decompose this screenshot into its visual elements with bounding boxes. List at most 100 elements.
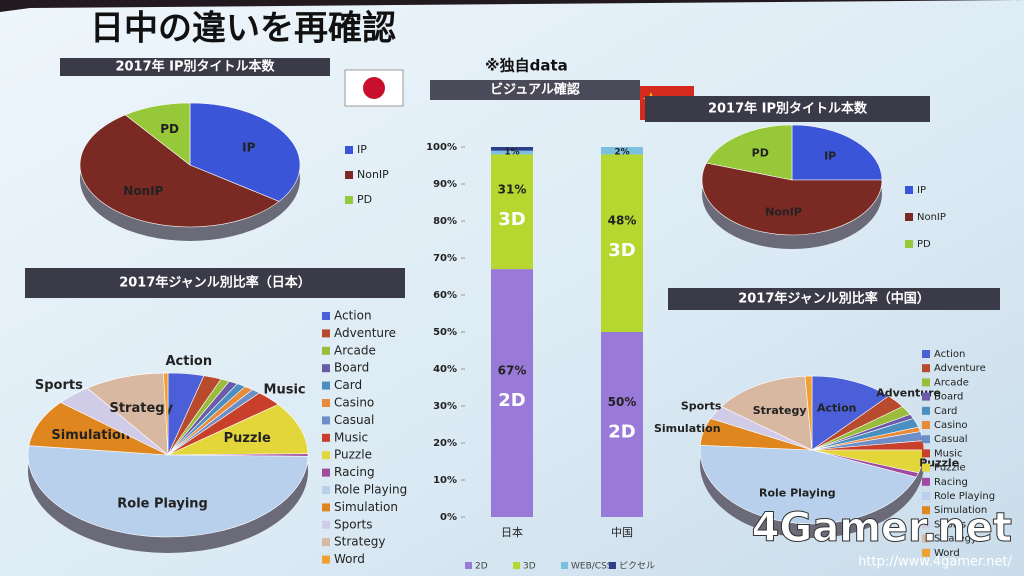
legend-label: PD: [357, 193, 372, 206]
legend-swatch: [905, 240, 913, 248]
legend-label: Card: [334, 378, 362, 392]
legend-swatch: [322, 329, 330, 338]
legend-swatch: [322, 433, 330, 442]
watermark-url: http://www.4gamer.net/: [858, 555, 1012, 570]
chart-title: ビジュアル確認: [490, 82, 580, 98]
legend-label: ピクセル: [619, 561, 655, 572]
japan-flag-disc: [363, 77, 385, 99]
legend-label: Arcade: [934, 377, 969, 388]
pie-slice: [163, 372, 169, 456]
chart-title-box: [25, 268, 405, 298]
legend-label: Action: [934, 349, 965, 360]
value-label: 2%: [614, 148, 629, 158]
legend-swatch: [922, 534, 930, 543]
bar-segment: [491, 147, 533, 151]
pie-slice: [699, 445, 917, 525]
y-tick-label: 100%: [426, 142, 457, 153]
y-tick-label: 70%: [433, 253, 457, 264]
legend-label: Board: [334, 361, 369, 375]
legend-label: IP: [917, 185, 926, 196]
legend-swatch: [922, 392, 930, 401]
chart-title: 2017年ジャンル別比率（中国）: [738, 291, 930, 307]
chart-title: 2017年 IP別タイトル本数: [115, 59, 275, 75]
legend-label: NonIP: [917, 212, 946, 223]
y-tick-label: 60%: [433, 290, 457, 301]
legend-swatch: [513, 562, 520, 569]
legend-label: Card: [934, 406, 957, 417]
bar-segment: [491, 269, 533, 517]
legend-label: Casual: [334, 413, 374, 427]
legend-label: Racing: [334, 465, 375, 479]
slice-label: Role Playing: [117, 497, 208, 512]
slice-label: NonIP: [765, 206, 802, 219]
legend-swatch: [922, 435, 930, 444]
slide-title: 日中の違いを再確認: [90, 9, 396, 49]
legend-label: IP: [357, 143, 367, 156]
value-label: 67%: [498, 364, 527, 378]
slice-label: Simulation: [654, 422, 721, 435]
legend-swatch: [922, 378, 930, 387]
segment-name: 3D: [498, 209, 525, 230]
legend-swatch: [922, 548, 930, 557]
y-tick-label: 10%: [433, 475, 457, 486]
legend-swatch: [561, 562, 568, 569]
legend-label: Puzzle: [334, 448, 372, 462]
legend-label: Role Playing: [334, 483, 407, 497]
chart-title-box: [668, 288, 1000, 310]
slice-label: Action: [817, 402, 856, 415]
legend-label: Casino: [934, 420, 968, 431]
legend-swatch: [322, 346, 330, 355]
legend-swatch: [322, 520, 330, 529]
slice-label: IP: [824, 150, 836, 163]
value-label: 31%: [498, 182, 527, 196]
legend-label: Music: [934, 448, 962, 459]
segment-name: 2D: [498, 390, 525, 411]
slice-label: Role Playing: [759, 486, 836, 499]
legend-label: Music: [334, 430, 368, 444]
x-tick-label: 日本: [501, 525, 523, 539]
slice-label: Sports: [681, 400, 722, 413]
legend-label: Board: [934, 392, 963, 403]
pie-slice: [167, 404, 309, 456]
legend-swatch: [922, 506, 930, 515]
legend-swatch: [322, 364, 330, 373]
pie-slice: [705, 124, 793, 181]
legend-swatch: [609, 562, 616, 569]
legend-swatch: [922, 463, 930, 472]
legend-swatch: [322, 486, 330, 494]
pie-slice: [124, 102, 191, 166]
legend-label: Arcade: [334, 343, 376, 357]
chart-title: 2017年ジャンル別比率（日本）: [119, 275, 311, 291]
pie-slice: [86, 372, 169, 456]
legend-swatch: [345, 196, 353, 204]
chart-title-box: [645, 96, 930, 122]
legend-label: Strategy: [934, 534, 977, 545]
legend-swatch: [905, 186, 913, 194]
legend-label: Sports: [934, 519, 966, 530]
legend-label: 3D: [523, 562, 536, 572]
pie-slice: [79, 114, 280, 228]
slice-label: NonIP: [123, 184, 163, 198]
slice-label: IP: [242, 141, 255, 155]
legend-label: Word: [334, 552, 365, 566]
pie-slice: [804, 375, 813, 451]
slice-label: Puzzle: [224, 431, 271, 446]
legend-label: Word: [934, 548, 960, 559]
legend-swatch: [322, 451, 330, 460]
legend-swatch: [922, 520, 930, 529]
slice-label: Action: [165, 354, 212, 369]
bar-segment: [491, 150, 533, 155]
slice-label: Music: [264, 382, 306, 397]
legend-swatch: [922, 449, 930, 458]
pie-slice: [791, 124, 883, 181]
value-label: 50%: [608, 395, 637, 409]
legend-swatch: [322, 538, 330, 547]
slice-label: Simulation: [51, 428, 130, 443]
segment-name: 3D: [608, 240, 635, 261]
slice-label: Strategy: [753, 404, 807, 417]
bar-segment: [601, 154, 643, 332]
legend-label: Sports: [334, 517, 372, 531]
legend-label: Simulation: [334, 500, 398, 514]
legend-swatch: [345, 171, 353, 179]
